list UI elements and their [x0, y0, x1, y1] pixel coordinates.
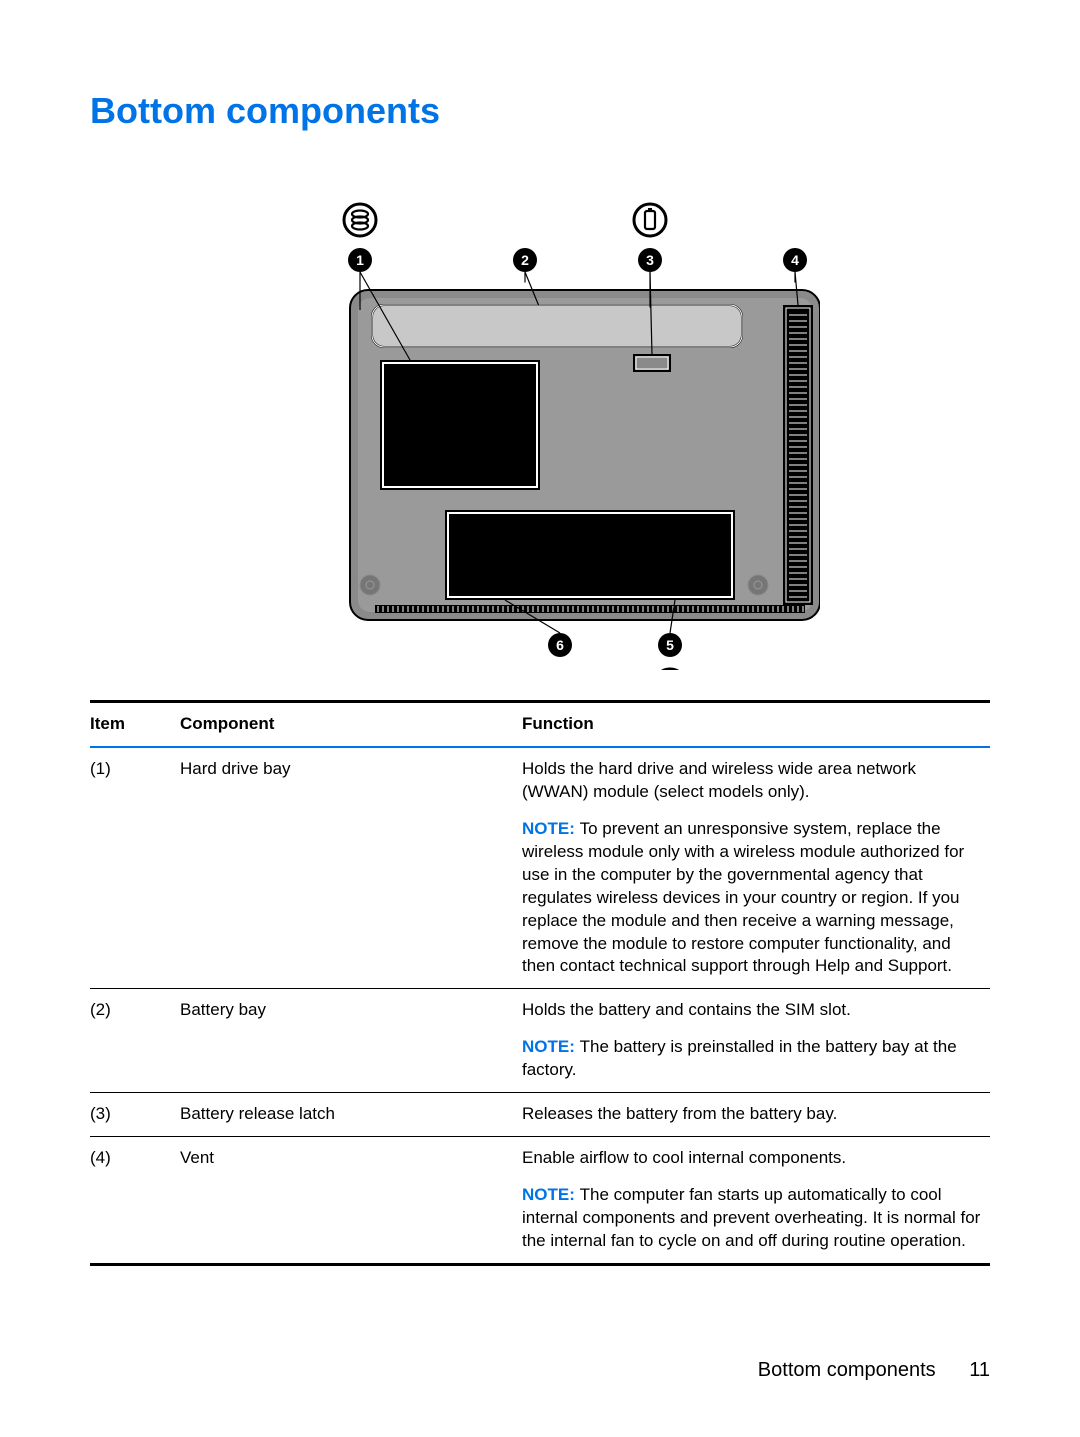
callout-number: 1: [356, 252, 364, 268]
th-function: Function: [522, 702, 990, 747]
callout-number: 3: [646, 252, 654, 268]
table-row: (2)Battery bayHolds the battery and cont…: [90, 989, 990, 1093]
callout-number: 4: [791, 252, 799, 268]
function-note: NOTE: The battery is preinstalled in the…: [522, 1036, 982, 1082]
bottom-grill-icon: [375, 605, 805, 613]
function-text: Holds the hard drive and wireless wide a…: [522, 758, 982, 804]
callout-number: 5: [666, 637, 674, 653]
page-footer: Bottom components 11: [758, 1359, 990, 1382]
hdd-icon: [352, 223, 368, 230]
th-component: Component: [180, 702, 522, 747]
note-label: NOTE:: [522, 1037, 580, 1056]
callout-number: 6: [556, 637, 564, 653]
th-item: Item: [90, 702, 180, 747]
footer-page-number: 11: [969, 1359, 990, 1382]
battery-icon: [645, 211, 655, 229]
callout-number: 2: [521, 252, 529, 268]
cell-item: (4): [90, 1137, 180, 1265]
function-note: NOTE: To prevent an unresponsive system,…: [522, 818, 982, 979]
cell-function: Holds the hard drive and wireless wide a…: [522, 747, 990, 989]
diagram-container: 1 2 3 4 6 5: [90, 150, 990, 670]
battery-bay-icon: [372, 305, 742, 347]
legend-ring-icon: [344, 204, 376, 236]
memory-bay-icon: [445, 510, 735, 600]
screw-icon: [748, 575, 768, 595]
hdd-bay-icon: [380, 360, 540, 490]
cell-item: (3): [90, 1093, 180, 1137]
cell-component: Battery bay: [180, 989, 522, 1093]
table-row: (1)Hard drive bayHolds the hard drive an…: [90, 747, 990, 989]
function-text: Holds the battery and contains the SIM s…: [522, 999, 982, 1022]
cell-function: Enable airflow to cool internal componen…: [522, 1137, 990, 1265]
components-table: Item Component Function (1)Hard drive ba…: [90, 700, 990, 1266]
bottom-components-diagram: 1 2 3 4 6 5: [260, 150, 820, 670]
screw-icon: [360, 575, 380, 595]
cell-item: (2): [90, 989, 180, 1093]
function-text: Enable airflow to cool internal componen…: [522, 1147, 982, 1170]
page-heading: Bottom components: [90, 90, 990, 132]
footer-text: Bottom components: [758, 1359, 936, 1381]
table-row: (3)Battery release latchReleases the bat…: [90, 1093, 990, 1137]
cell-item: (1): [90, 747, 180, 989]
cell-component: Vent: [180, 1137, 522, 1265]
cell-component: Battery release latch: [180, 1093, 522, 1137]
note-label: NOTE:: [522, 819, 580, 838]
function-note: NOTE: The computer fan starts up automat…: [522, 1184, 982, 1253]
legend-ring-icon: [654, 669, 686, 670]
table-row: (4)VentEnable airflow to cool internal c…: [90, 1137, 990, 1265]
cell-function: Holds the battery and contains the SIM s…: [522, 989, 990, 1093]
note-label: NOTE:: [522, 1185, 580, 1204]
cell-function: Releases the battery from the battery ba…: [522, 1093, 990, 1137]
function-text: Releases the battery from the battery ba…: [522, 1103, 982, 1126]
cell-component: Hard drive bay: [180, 747, 522, 989]
vent-icon: [783, 305, 813, 605]
